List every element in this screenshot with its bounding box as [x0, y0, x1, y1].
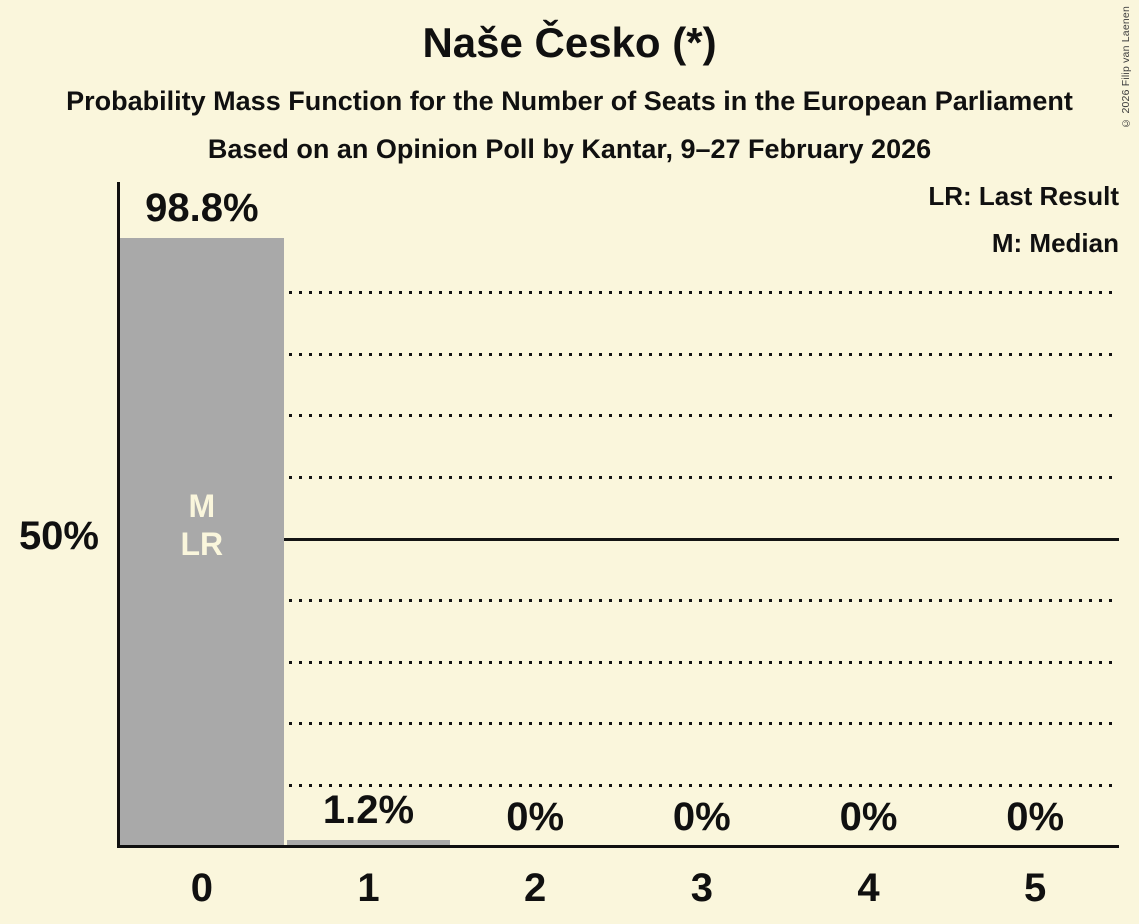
value-label-seats-1: 1.2%	[322, 787, 415, 832]
chart-title: Naše Česko (*)	[422, 19, 717, 66]
x-tick-3: 3	[690, 866, 713, 910]
value-label-seats-5: 0%	[1006, 795, 1065, 839]
x-tick-2: 2	[524, 866, 547, 910]
x-axis	[117, 845, 1119, 848]
last-result-marker: LR	[180, 525, 224, 562]
gridline-40pct	[118, 599, 1119, 603]
x-tick-5: 5	[1024, 866, 1047, 910]
value-label-seats-0: 98.8%	[145, 186, 259, 231]
bar-seats-0	[120, 238, 284, 847]
y-axis	[117, 182, 120, 848]
copyright-notice: © 2026 Filip van Laenen	[1120, 6, 1132, 129]
legend-median: M: Median	[991, 228, 1119, 258]
gridline-60pct	[118, 475, 1119, 479]
poll-info: Based on an Opinion Poll by Kantar, 9–27…	[207, 134, 932, 164]
value-label-seats-4: 0%	[839, 795, 898, 839]
median-marker: M	[188, 487, 216, 524]
gridline-70pct	[118, 414, 1119, 418]
legend: LR: Last Result M: Median	[928, 173, 1119, 267]
value-label-seats-3: 0%	[672, 795, 731, 839]
value-label-seats-2: 0%	[506, 795, 565, 839]
gridline-30pct	[118, 660, 1119, 664]
gridline-90pct	[118, 291, 1119, 295]
x-tick-4: 4	[857, 866, 880, 910]
legend-last-result: LR: Last Result	[928, 181, 1119, 211]
gridline-50pct-solid	[118, 537, 1119, 541]
gridline-20pct	[118, 722, 1119, 726]
gridline-80pct	[118, 352, 1119, 356]
chart-subtitle: Probability Mass Function for the Number…	[66, 86, 1073, 116]
y-tick-label: 50%	[18, 514, 99, 558]
x-tick-1: 1	[357, 866, 380, 910]
bar-annotation-seats-0: M LR	[181, 487, 224, 563]
gridline-10pct	[118, 783, 1119, 787]
x-tick-0: 0	[190, 866, 213, 910]
bar-seats-1	[286, 839, 451, 847]
